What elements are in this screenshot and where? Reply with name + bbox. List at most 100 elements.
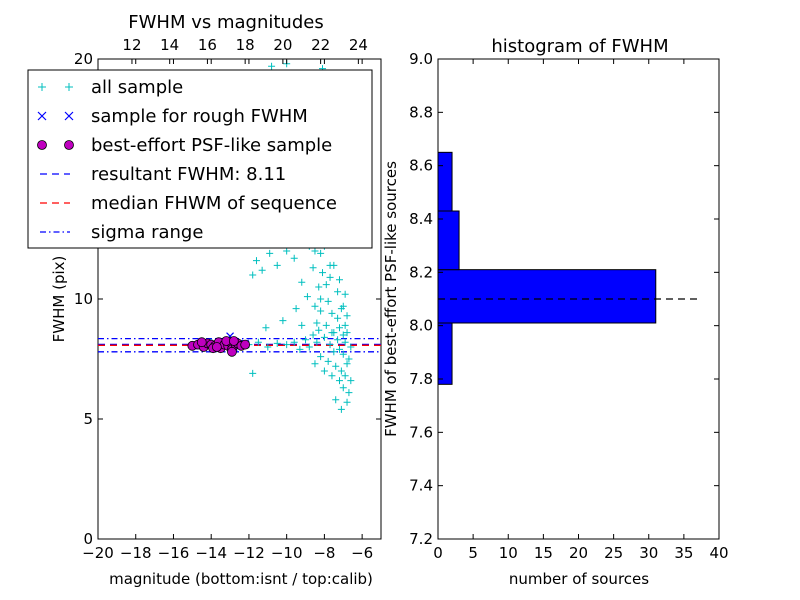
x-tick-label: 40 — [709, 544, 728, 562]
legend-label: sigma range — [91, 222, 203, 243]
point-all-sample — [335, 324, 343, 332]
point-all-sample — [317, 295, 325, 303]
x-tick-label: 5 — [468, 544, 478, 562]
y-tick-label: 10 — [74, 290, 93, 308]
scatter-title: FWHM vs magnitudes — [128, 12, 323, 33]
legend-entry: sigma range — [40, 222, 203, 243]
point-all-sample — [347, 343, 355, 351]
legend-label: resultant FWHM: 8.11 — [91, 164, 286, 185]
point-all-sample — [341, 338, 349, 346]
point-all-sample — [302, 336, 310, 344]
point-all-sample — [298, 321, 306, 329]
point-all-sample — [258, 266, 266, 274]
point-all-sample — [317, 249, 325, 257]
point-all-sample — [326, 341, 334, 349]
point-all-sample — [330, 348, 338, 356]
y-tick-label: 7.8 — [409, 370, 433, 388]
point-all-sample — [330, 261, 338, 269]
top-tick-label: 18 — [236, 36, 255, 54]
point-all-sample — [334, 336, 342, 344]
y-tick-label: 8.0 — [409, 317, 433, 335]
scatter-points — [187, 60, 355, 413]
legend-label: all sample — [91, 77, 183, 98]
point-all-sample — [273, 261, 281, 269]
point-all-sample — [341, 372, 349, 380]
point-all-sample — [279, 317, 287, 325]
point-all-sample — [266, 249, 274, 257]
point-all-sample — [341, 290, 349, 298]
point-all-sample — [305, 343, 313, 351]
point-all-sample — [320, 367, 328, 375]
legend-marker — [64, 140, 74, 150]
histogram-panel: histogram of FWHM 0 5 10 15 20 25 30 35 40 7.27.… — [382, 36, 729, 588]
point-all-sample — [343, 312, 351, 320]
point-all-sample — [339, 384, 347, 392]
point-all-sample — [311, 247, 319, 255]
point-psf-sample — [196, 337, 207, 348]
x-tick-label: 20 — [569, 544, 588, 562]
point-psf-sample — [228, 336, 239, 346]
legend-entry: median FHWM of sequence — [40, 193, 337, 214]
point-all-sample — [283, 247, 291, 255]
legend-marker — [37, 140, 47, 150]
point-all-sample — [334, 288, 342, 296]
y-tick-label: 5 — [83, 410, 93, 428]
point-all-sample — [252, 257, 260, 265]
scatter-x-label: magnitude (bottom:isnt / top:calib) — [109, 570, 373, 588]
histogram-y-label: FWHM of best-effort PSF-like sources — [382, 161, 400, 437]
x-tick-label: −16 — [158, 544, 190, 562]
point-all-sample — [315, 283, 323, 291]
x-tick-label: −18 — [120, 544, 152, 562]
point-all-sample — [298, 278, 306, 286]
legend-marker — [64, 111, 74, 121]
point-all-sample — [334, 314, 342, 322]
point-psf-sample — [211, 342, 222, 352]
legend-entry: all sample — [38, 77, 183, 98]
histogram-bar — [437, 269, 657, 324]
histogram-bar — [437, 151, 453, 212]
point-all-sample — [290, 338, 298, 346]
x-tick-label: 35 — [674, 544, 693, 562]
x-tick-label: −6 — [351, 544, 373, 562]
top-tick-label: 20 — [273, 36, 292, 54]
point-all-sample — [322, 281, 330, 289]
x-tick-label: −12 — [233, 544, 265, 562]
point-all-sample — [343, 329, 351, 337]
legend-marker — [38, 83, 46, 91]
x-tick-label: −8 — [313, 544, 335, 562]
point-all-sample — [292, 305, 300, 313]
legend-marker — [65, 83, 73, 91]
point-all-sample — [311, 302, 319, 310]
point-all-sample — [328, 329, 336, 337]
y-tick-label: 20 — [74, 50, 93, 68]
point-all-sample — [324, 297, 332, 305]
point-all-sample — [249, 369, 257, 377]
point-all-sample — [303, 293, 311, 301]
x-tick-label: 10 — [499, 544, 518, 562]
y-tick-label: 8.8 — [409, 103, 433, 121]
point-all-sample — [328, 309, 336, 317]
point-all-sample — [315, 326, 323, 334]
point-all-sample — [335, 276, 343, 284]
point-all-sample — [339, 350, 347, 358]
scatter-legend: all sample sample for rough FWHM best-effo… — [27, 69, 373, 249]
histogram-bar — [437, 210, 460, 271]
legend-label: best-effort PSF-like sample — [91, 135, 332, 156]
point-all-sample — [324, 357, 332, 365]
point-all-sample — [296, 345, 304, 353]
scatter-x-axis: −20 −18 −16 −14 −12 −10 −8 −6 — [82, 59, 373, 562]
point-all-sample — [332, 362, 340, 370]
point-all-sample — [311, 360, 319, 368]
point-all-sample — [317, 307, 325, 315]
x-tick-label: −10 — [271, 544, 303, 562]
point-all-sample — [337, 305, 345, 313]
x-tick-label: 0 — [433, 544, 443, 562]
point-all-sample — [273, 339, 281, 347]
point-all-sample — [319, 269, 327, 277]
x-tick-label: −14 — [195, 544, 227, 562]
point-all-sample — [345, 355, 353, 363]
y-tick-label: 7.4 — [409, 477, 433, 495]
histogram-bars — [437, 151, 657, 385]
x-tick-label: −20 — [82, 544, 114, 562]
